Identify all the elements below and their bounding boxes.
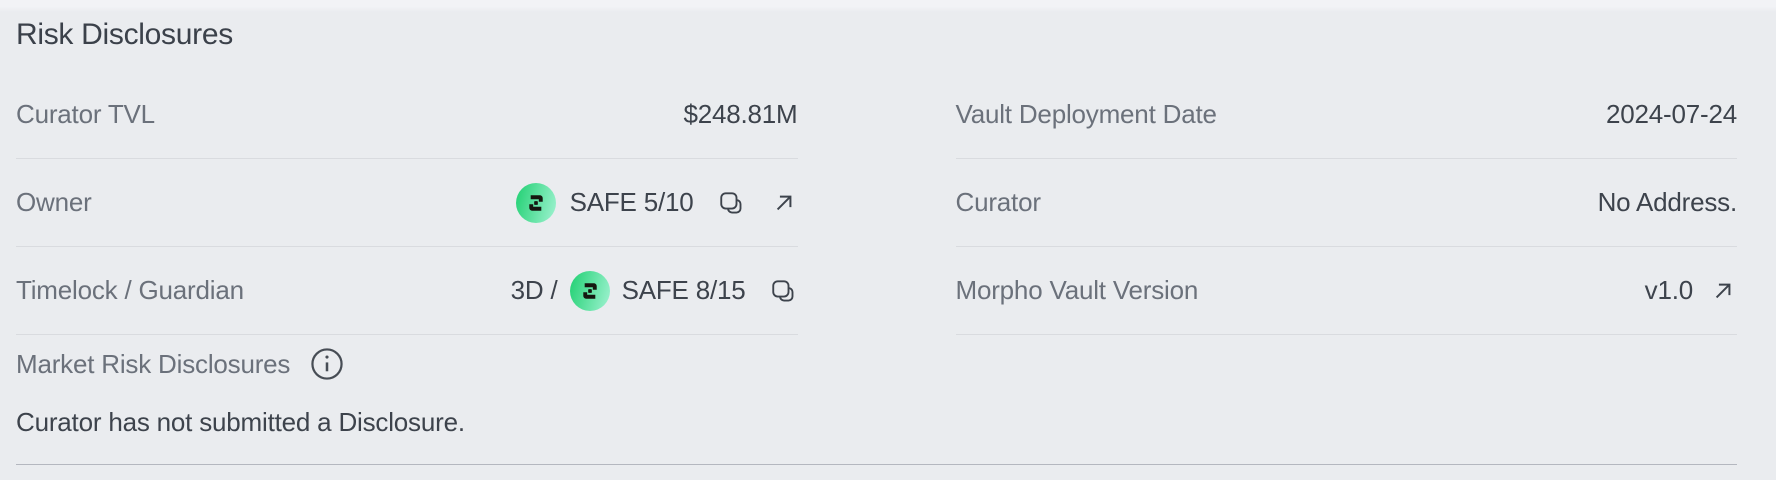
guardian-copy-button[interactable] (768, 276, 798, 306)
morpho-vault-version-row: Morpho Vault Version v1.0 (955, 247, 1737, 335)
safe-wallet-logo-icon (569, 270, 610, 311)
vault-deployment-date-row: Vault Deployment Date 2024-07-24 (955, 71, 1737, 159)
curator-disclosure-note: Curator has not submitted a Disclosure. (16, 406, 465, 437)
market-risk-info-button[interactable] (308, 345, 346, 383)
curator-disclosure-note-row: Curator has not submitted a Disclosure. (16, 393, 798, 451)
curator-label: Curator (955, 187, 1041, 217)
curator-tvl-row: Curator TVL $248.81M (16, 71, 798, 159)
section-title: Risk Disclosures (16, 18, 233, 51)
curator-tvl-label: Curator TVL (16, 99, 155, 129)
morpho-vault-version-value: v1.0 (1644, 275, 1694, 305)
owner-row: Owner SAFE 5/10 (16, 159, 798, 247)
curator-row: Curator No Address. (955, 159, 1738, 247)
morpho-vault-version-label: Morpho Vault Version (955, 275, 1199, 305)
left-column: Curator TVL $248.81M Owner SAFE 5/10 (16, 71, 798, 451)
copy-icon (716, 188, 746, 218)
owner-external-link-button[interactable] (770, 189, 798, 217)
curator-tvl-value: $248.81M (683, 99, 798, 129)
owner-copy-button[interactable] (716, 188, 746, 218)
copy-icon (768, 276, 798, 306)
info-icon (308, 345, 346, 383)
timelock-value: 3D / (510, 275, 558, 305)
timelock-guardian-value-group: 3D / SAFE 8/15 (510, 270, 798, 311)
timelock-guardian-row: Timelock / Guardian 3D / SAFE 8/15 (16, 247, 798, 335)
vault-deployment-date-label: Vault Deployment Date (955, 99, 1217, 129)
vault-version-external-link-button[interactable] (1709, 277, 1737, 305)
owner-value-group: SAFE 5/10 (515, 182, 798, 223)
vault-deployment-date-value: 2024-07-24 (1606, 99, 1737, 129)
disclosure-grid: Curator TVL $248.81M Owner SAFE 5/10 (16, 71, 1737, 451)
timelock-guardian-label: Timelock / Guardian (16, 275, 244, 305)
morpho-vault-version-value-group: v1.0 (1645, 275, 1737, 306)
section-bottom-divider (16, 464, 1737, 465)
arrow-up-right-icon (1709, 277, 1737, 305)
safe-wallet-logo-icon (515, 182, 556, 223)
curator-value: No Address. (1597, 187, 1738, 217)
arrow-up-right-icon (770, 189, 798, 217)
market-risk-disclosures-label: Market Risk Disclosures (16, 348, 291, 379)
owner-label: Owner (16, 187, 92, 217)
market-risk-disclosures-row: Market Risk Disclosures (16, 335, 798, 393)
guardian-value: SAFE 8/15 (621, 275, 746, 305)
right-column: Vault Deployment Date 2024-07-24 Curator… (955, 71, 1738, 451)
owner-value: SAFE 5/10 (569, 187, 694, 217)
risk-disclosures-section: Risk Disclosures Curator TVL $248.81M Ow… (16, 18, 1737, 451)
